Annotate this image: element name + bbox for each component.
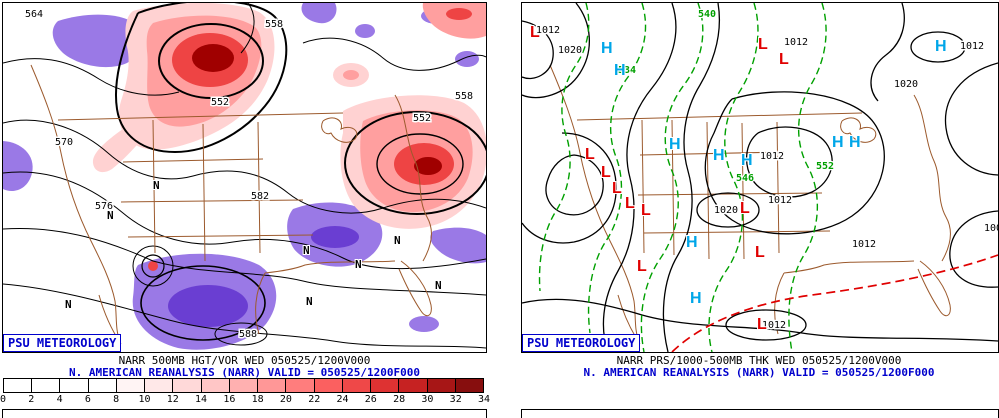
svg-text:L: L [612,180,622,197]
colorbar-ticks: 0 2 4 6 8 10 12 14 16 18 20 22 24 26 28 30 32 34 [0,394,491,405]
right-map-panel: 1012 1020 1012 1012 1020 1012 1012 1020 1012 100 1… [521,2,999,353]
svg-text:534: 534 [618,65,636,76]
svg-text:552: 552 [413,113,431,124]
svg-text:1012: 1012 [960,41,984,52]
vorticity-colorbar: 0 2 4 6 8 10 12 14 16 18 20 22 24 26 28 30 32 34 [0,378,491,406]
svg-text:L: L [757,316,767,333]
right-map-valid-line: N. AMERICAN REANALYSIS (NARR) VALID = 05… [583,366,935,379]
svg-text:H: H [614,62,626,79]
left-height-labels: 564 558 552 570 576 582 588 552 558 [24,8,475,342]
svg-text:1012: 1012 [852,239,876,250]
svg-text:N: N [65,298,72,311]
svg-text:546: 546 [736,173,754,184]
svg-text:L: L [758,36,768,53]
right-thickness-contours-green [538,2,827,353]
svg-text:H: H [849,134,861,151]
svg-text:N: N [435,279,442,292]
svg-text:L: L [530,24,540,41]
svg-text:L: L [740,200,750,217]
svg-text:L: L [641,202,651,219]
svg-text:552: 552 [211,97,229,108]
colorbar-cells [3,378,484,393]
svg-text:564: 564 [25,9,43,20]
next-panel-stub-right [521,409,999,418]
svg-text:N: N [107,209,114,222]
svg-text:558: 558 [455,91,473,102]
left-height-contours [2,0,490,349]
right-map-title: NARR PRS/1000-500MB THK WED 050525/1200V… [616,354,902,367]
svg-text:N: N [303,244,310,257]
right-geography-outlines [549,64,951,345]
svg-text:1020: 1020 [894,79,918,90]
svg-text:H: H [741,152,753,169]
left-geography-outlines [30,64,432,345]
svg-text:L: L [779,51,789,68]
svg-text:552: 552 [816,161,834,172]
right-pressure-labels: 1012 1020 1012 1012 1020 1012 1012 1020 1012 100 1… [535,24,999,333]
svg-text:H: H [686,234,698,251]
svg-text:1012: 1012 [760,151,784,162]
left-map-panel: 564 558 552 570 576 582 588 552 558 N N N N N N N N PSU… [2,0,490,353]
svg-text:H: H [713,147,725,164]
right-map-svg: 1012 1020 1012 1012 1020 1012 1012 1020 1012 100 1… [521,2,999,353]
svg-text:1012: 1012 [784,37,808,48]
left-map-svg: 564 558 552 570 576 582 588 552 558 N N N N N N N N [2,0,490,350]
svg-text:N: N [306,295,313,308]
left-map-title: NARR 500MB HGT/VOR WED 050525/1200V000 [118,354,371,367]
svg-text:L: L [601,164,611,181]
left-vorticity-negative-cores [168,226,359,327]
svg-text:540: 540 [698,9,716,20]
svg-text:1012: 1012 [762,320,786,331]
svg-text:582: 582 [251,191,269,202]
right-isobars [521,2,999,353]
svg-text:1012: 1012 [536,25,560,36]
svg-text:N: N [153,179,160,192]
svg-text:H: H [935,38,947,55]
svg-text:L: L [585,146,595,163]
svg-text:L: L [625,195,635,212]
svg-text:H: H [601,40,613,57]
psu-meteorology-badge: PSU METEOROLOGY [3,334,122,352]
left-map-valid-line: N. AMERICAN REANALYSIS (NARR) VALID = 05… [69,366,420,379]
svg-text:1012: 1012 [768,195,792,206]
left-vorticity-positive-fills [92,2,488,271]
svg-text:576: 576 [95,201,113,212]
svg-text:588: 588 [239,329,257,340]
right-thickness-contour-red [671,254,999,353]
svg-text:H: H [690,290,702,307]
svg-text:H: H [669,136,681,153]
svg-text:H: H [832,134,844,151]
svg-text:1020: 1020 [558,45,582,56]
psu-meteorology-badge: PSU METEOROLOGY [522,334,641,352]
svg-text:570: 570 [55,137,73,148]
svg-text:N: N [394,234,401,247]
next-panel-stub-left [2,409,487,418]
svg-text:L: L [637,258,647,275]
right-thickness-labels: 540 534 546 552 [617,8,836,186]
svg-text:1020: 1020 [714,205,738,216]
svg-text:558: 558 [265,19,283,30]
left-vort-min-markers: N N N N N N N N [64,178,443,312]
svg-text:100: 100 [984,223,998,234]
svg-text:L: L [755,244,765,261]
svg-text:N: N [355,258,362,271]
